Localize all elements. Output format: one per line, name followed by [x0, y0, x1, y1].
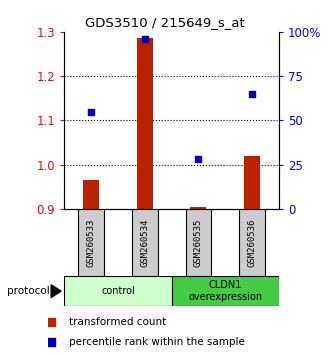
Text: control: control: [101, 286, 135, 296]
Text: GDS3510 / 215649_s_at: GDS3510 / 215649_s_at: [85, 16, 245, 29]
Point: [142, 36, 148, 42]
Bar: [172, 276, 279, 306]
Bar: [78, 209, 104, 276]
Text: GSM260535: GSM260535: [194, 218, 203, 267]
Bar: [190, 207, 207, 209]
Point: [196, 156, 201, 162]
Text: transformed count: transformed count: [69, 317, 166, 327]
Text: GSM260534: GSM260534: [140, 218, 149, 267]
Bar: [132, 209, 158, 276]
Bar: [137, 39, 153, 209]
Point: [48, 339, 53, 345]
Text: GSM260533: GSM260533: [87, 218, 96, 267]
Text: percentile rank within the sample: percentile rank within the sample: [69, 337, 245, 347]
Bar: [64, 276, 172, 306]
Bar: [244, 156, 260, 209]
Point: [48, 319, 53, 325]
Bar: [83, 180, 99, 209]
Text: protocol: protocol: [7, 286, 50, 296]
Text: GSM260536: GSM260536: [248, 218, 256, 267]
Polygon shape: [51, 285, 61, 297]
Bar: [239, 209, 265, 276]
Bar: [185, 209, 211, 276]
Point: [249, 91, 255, 97]
Point: [88, 109, 94, 114]
Text: CLDN1
overexpression: CLDN1 overexpression: [188, 280, 262, 302]
